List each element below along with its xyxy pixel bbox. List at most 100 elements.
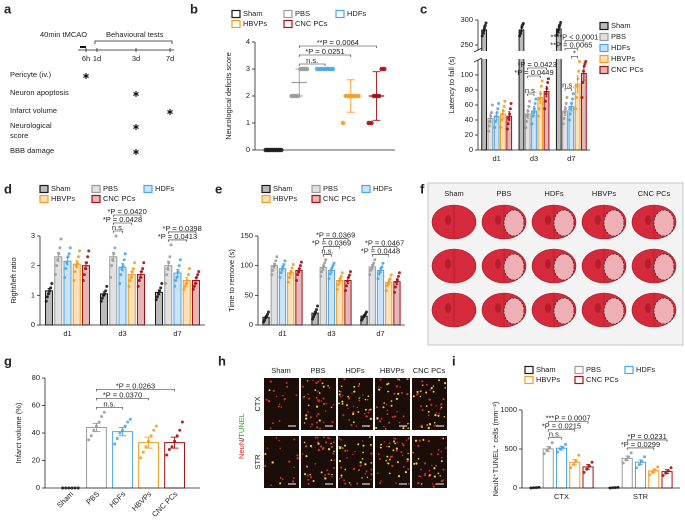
cell-dot bbox=[431, 464, 433, 467]
cell-dot bbox=[347, 395, 349, 398]
data-point bbox=[490, 103, 494, 107]
cell-dot bbox=[352, 421, 355, 424]
data-point bbox=[48, 289, 52, 293]
data-point bbox=[527, 105, 531, 108]
data-point bbox=[173, 284, 177, 288]
cell-dot bbox=[396, 441, 398, 444]
legend-label: Sham bbox=[243, 9, 263, 18]
ventricle bbox=[645, 259, 651, 269]
data-point bbox=[562, 117, 566, 120]
cell-dot bbox=[352, 412, 355, 416]
y-tick-label: 0 bbox=[31, 320, 35, 329]
cell-dot bbox=[391, 455, 394, 458]
cell-dot bbox=[331, 473, 333, 476]
data-point bbox=[121, 428, 124, 432]
cell-dot bbox=[264, 452, 267, 456]
data-point bbox=[279, 271, 283, 275]
cell-dot bbox=[437, 472, 440, 475]
cell-dot bbox=[428, 398, 431, 401]
y-tick-label: 1 bbox=[31, 290, 35, 299]
data-point bbox=[128, 417, 132, 421]
column-header: HBVPs bbox=[592, 189, 616, 198]
cell-dot bbox=[441, 456, 443, 459]
data-point bbox=[195, 276, 199, 280]
cell-dot bbox=[440, 480, 443, 483]
data-point bbox=[650, 470, 654, 474]
cell-dot bbox=[338, 390, 341, 393]
data-point bbox=[85, 261, 89, 265]
data-point bbox=[371, 264, 375, 268]
data-point bbox=[532, 107, 536, 111]
cell-dot bbox=[439, 408, 442, 410]
bar bbox=[524, 113, 531, 151]
data-point bbox=[555, 33, 559, 37]
row-label: STR bbox=[253, 454, 262, 470]
data-point bbox=[186, 273, 190, 277]
data-point bbox=[569, 466, 573, 470]
cell-dot bbox=[402, 444, 405, 447]
cell-dot bbox=[415, 462, 418, 465]
data-point bbox=[175, 276, 179, 280]
data-point bbox=[185, 279, 189, 282]
cell-dot bbox=[434, 413, 437, 417]
cell-dot bbox=[338, 445, 340, 448]
data-point bbox=[178, 258, 182, 262]
cell-dot bbox=[266, 447, 269, 449]
data-point bbox=[338, 277, 342, 281]
cell-dot bbox=[386, 455, 389, 458]
data-point bbox=[282, 262, 286, 266]
data-point bbox=[103, 292, 107, 296]
cell-dot bbox=[358, 469, 360, 471]
bar bbox=[127, 274, 136, 326]
cell-dot bbox=[316, 421, 319, 424]
y-tick-label: 3 bbox=[31, 231, 35, 240]
cell-dot bbox=[442, 468, 445, 471]
bar bbox=[569, 461, 581, 489]
cell-dot bbox=[364, 398, 367, 401]
significance-label: n.s. bbox=[306, 56, 318, 65]
cell-dot bbox=[395, 397, 399, 400]
cell-dot bbox=[439, 475, 441, 477]
bar bbox=[164, 442, 185, 489]
data-point bbox=[290, 266, 294, 270]
legend-swatch bbox=[624, 365, 634, 375]
data-point bbox=[126, 420, 130, 424]
significance-bracket bbox=[547, 437, 562, 440]
cell-dot bbox=[401, 454, 404, 457]
cell-dot bbox=[311, 423, 314, 426]
significance-bracket bbox=[527, 67, 547, 70]
data-point bbox=[76, 255, 80, 259]
panel-label: e bbox=[215, 181, 222, 196]
data-point bbox=[327, 277, 331, 281]
cell-dot bbox=[395, 385, 399, 388]
cell-dot bbox=[407, 427, 410, 430]
cell-dot bbox=[321, 382, 324, 385]
cell-dot bbox=[340, 474, 343, 477]
legend-label: CNC PCs bbox=[586, 375, 619, 384]
data-point bbox=[158, 289, 162, 293]
data-point bbox=[565, 96, 569, 99]
data-point bbox=[275, 255, 279, 259]
cell-dot bbox=[386, 403, 388, 406]
data-point bbox=[165, 453, 169, 457]
data-point bbox=[543, 99, 547, 103]
data-point bbox=[519, 29, 523, 33]
cell-dot bbox=[320, 471, 323, 474]
data-point bbox=[480, 34, 484, 38]
cell-dot bbox=[426, 424, 428, 426]
x-tick-label: CNC PCs bbox=[150, 489, 180, 519]
cell-dot bbox=[435, 405, 437, 407]
cell-dot bbox=[440, 403, 443, 406]
cell-dot bbox=[318, 427, 322, 430]
cell-dot bbox=[309, 473, 311, 476]
cell-dot bbox=[379, 446, 382, 449]
time-star bbox=[167, 109, 173, 115]
cell-dot bbox=[323, 436, 325, 439]
data-point bbox=[289, 270, 293, 274]
data-point bbox=[347, 273, 351, 277]
cell-dot bbox=[338, 437, 341, 440]
cell-dot bbox=[330, 445, 334, 449]
cell-dot bbox=[427, 439, 430, 443]
legend-swatch bbox=[599, 32, 609, 42]
cell-dot bbox=[344, 482, 347, 485]
